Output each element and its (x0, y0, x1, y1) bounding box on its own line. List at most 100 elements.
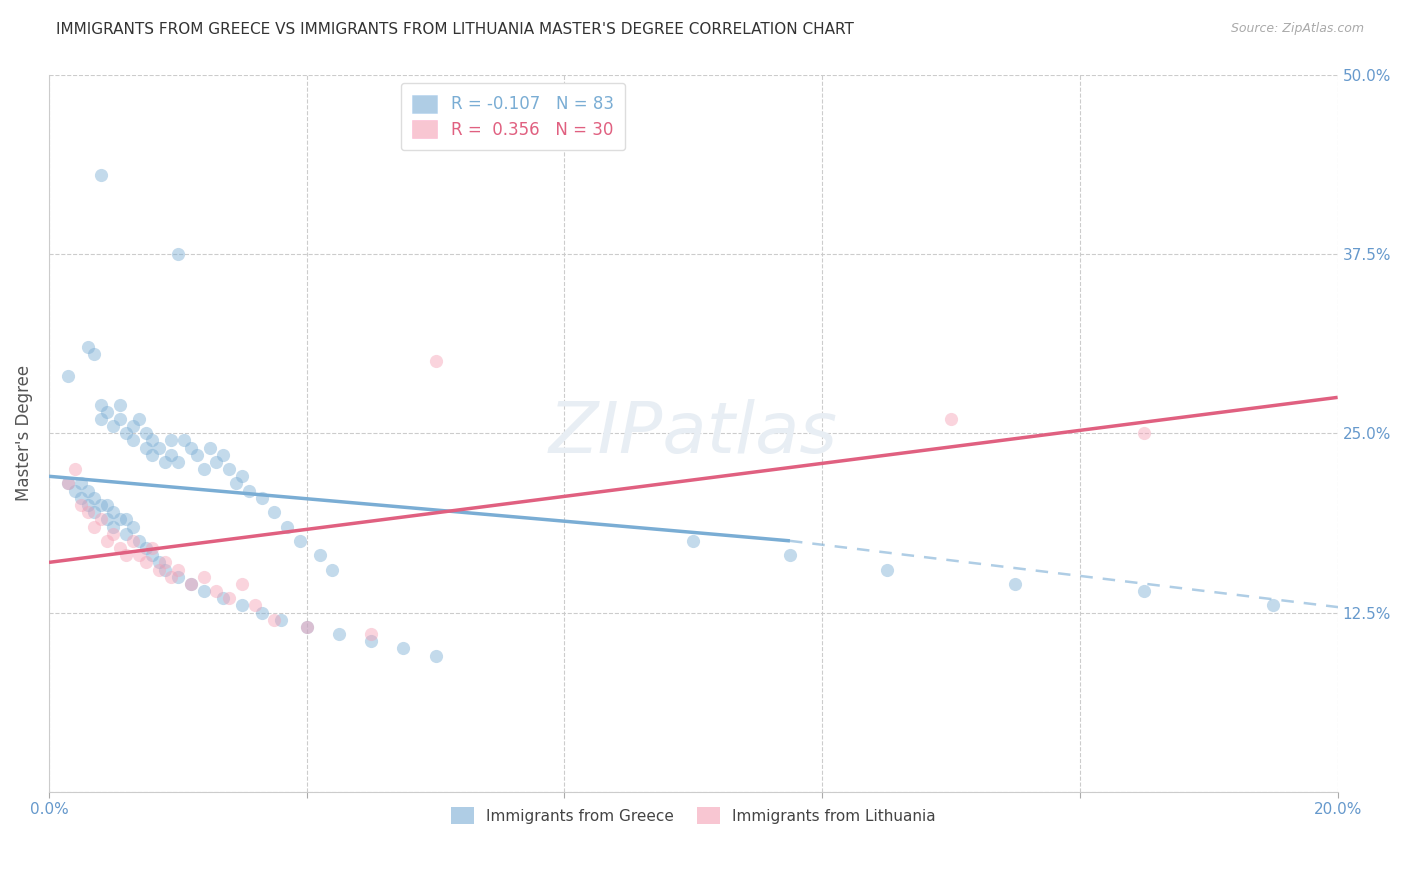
Point (321, 563, 343, 577)
Point (205, 584, 228, 599)
Point (135, 541, 157, 555)
Point (218, 462, 240, 476)
Point (141, 448, 163, 462)
Point (76, 483, 98, 498)
Point (89, 498, 111, 512)
Point (96, 512, 118, 526)
Point (160, 570, 183, 584)
Point (115, 548, 138, 562)
Point (1263, 599, 1285, 613)
Point (231, 599, 253, 613)
Point (193, 570, 215, 584)
Point (58, 368, 80, 383)
Point (1133, 426, 1156, 441)
Point (425, 354, 447, 368)
Point (115, 426, 138, 441)
Point (166, 455, 188, 469)
Point (425, 648, 447, 663)
Point (243, 599, 266, 613)
Point (108, 512, 131, 526)
Point (166, 570, 188, 584)
Point (89, 168, 111, 182)
Point (270, 613, 292, 627)
Point (103, 419, 125, 434)
Legend: Immigrants from Greece, Immigrants from Lithuania: Immigrants from Greece, Immigrants from … (440, 797, 946, 835)
Point (1004, 577, 1026, 591)
Point (96, 405, 118, 419)
Text: Source: ZipAtlas.com: Source: ZipAtlas.com (1230, 22, 1364, 36)
Point (108, 398, 131, 412)
Point (89, 398, 111, 412)
Point (63, 462, 86, 476)
Point (141, 541, 163, 555)
Point (70, 498, 93, 512)
Point (160, 434, 183, 448)
Point (58, 476, 80, 491)
Point (121, 434, 143, 448)
Point (148, 563, 170, 577)
Point (198, 441, 221, 455)
Point (89, 412, 111, 426)
Point (83, 491, 105, 505)
Point (193, 462, 215, 476)
Point (103, 505, 125, 519)
Point (121, 419, 143, 434)
Point (115, 526, 138, 541)
Point (231, 577, 253, 591)
Point (218, 591, 240, 606)
Point (108, 541, 131, 555)
Point (193, 584, 215, 599)
Point (250, 606, 273, 620)
Text: ZIPatlas: ZIPatlas (548, 399, 838, 467)
Point (83, 347, 105, 361)
Point (295, 620, 318, 634)
Point (212, 591, 235, 606)
Y-axis label: Master's Degree: Master's Degree (15, 365, 32, 501)
Point (128, 548, 150, 562)
Point (360, 634, 382, 648)
Point (128, 412, 150, 426)
Point (231, 469, 253, 483)
Point (360, 627, 382, 641)
Point (939, 412, 962, 426)
Point (70, 476, 93, 491)
Point (295, 620, 318, 634)
Point (153, 455, 176, 469)
Point (180, 577, 202, 591)
Point (96, 498, 118, 512)
Point (76, 498, 98, 512)
Point (121, 519, 143, 533)
Point (83, 519, 105, 533)
Point (153, 563, 176, 577)
Point (166, 247, 188, 261)
Point (160, 448, 183, 462)
Point (89, 512, 111, 526)
Point (328, 627, 350, 641)
Point (1133, 584, 1156, 599)
Point (96, 533, 118, 548)
Point (250, 491, 273, 505)
Point (115, 512, 138, 526)
Point (70, 491, 93, 505)
Point (121, 533, 143, 548)
Point (186, 448, 208, 462)
Point (166, 563, 188, 577)
Point (212, 448, 235, 462)
Point (173, 434, 195, 448)
Point (153, 555, 176, 569)
Point (392, 641, 415, 656)
Point (205, 455, 228, 469)
Point (58, 476, 80, 491)
Point (148, 441, 170, 455)
Point (148, 555, 170, 569)
Point (76, 505, 98, 519)
Point (83, 505, 105, 519)
Point (76, 340, 98, 354)
Point (779, 548, 801, 562)
Point (63, 483, 86, 498)
Point (108, 412, 131, 426)
Point (290, 533, 312, 548)
Point (128, 533, 150, 548)
Point (876, 563, 898, 577)
Point (135, 426, 157, 441)
